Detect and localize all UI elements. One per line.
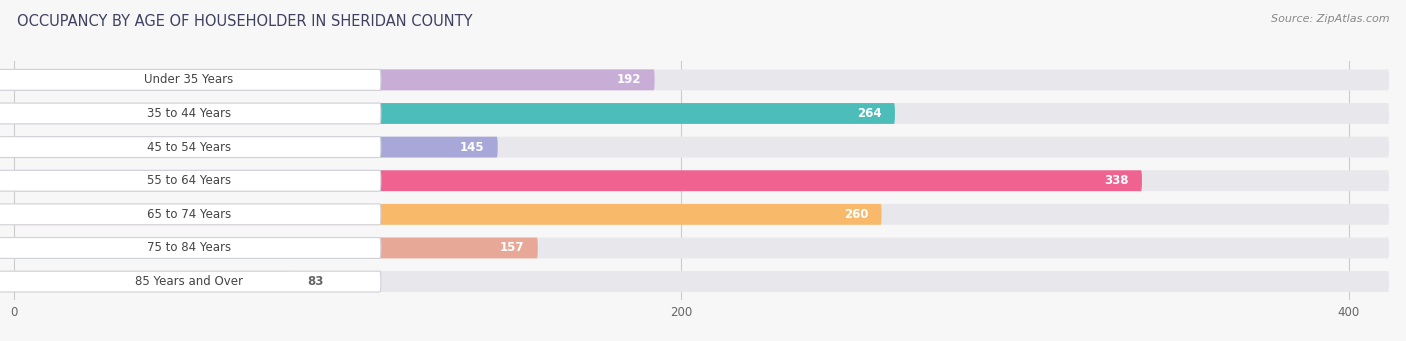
FancyBboxPatch shape <box>14 103 896 124</box>
FancyBboxPatch shape <box>14 271 291 292</box>
FancyBboxPatch shape <box>14 70 655 90</box>
FancyBboxPatch shape <box>0 70 381 90</box>
Text: Source: ZipAtlas.com: Source: ZipAtlas.com <box>1271 14 1389 24</box>
FancyBboxPatch shape <box>0 271 1389 292</box>
FancyBboxPatch shape <box>0 170 1389 191</box>
FancyBboxPatch shape <box>0 137 1389 158</box>
Text: 338: 338 <box>1104 174 1129 187</box>
Text: 260: 260 <box>844 208 869 221</box>
FancyBboxPatch shape <box>0 103 381 124</box>
FancyBboxPatch shape <box>14 238 537 258</box>
Text: OCCUPANCY BY AGE OF HOUSEHOLDER IN SHERIDAN COUNTY: OCCUPANCY BY AGE OF HOUSEHOLDER IN SHERI… <box>17 14 472 29</box>
FancyBboxPatch shape <box>0 170 381 191</box>
Text: 264: 264 <box>858 107 882 120</box>
Text: 45 to 54 Years: 45 to 54 Years <box>146 140 231 153</box>
FancyBboxPatch shape <box>0 271 381 292</box>
Text: 83: 83 <box>308 275 323 288</box>
Text: Under 35 Years: Under 35 Years <box>145 73 233 86</box>
FancyBboxPatch shape <box>0 238 1389 258</box>
Text: 145: 145 <box>460 140 484 153</box>
FancyBboxPatch shape <box>0 204 1389 225</box>
Text: 65 to 74 Years: 65 to 74 Years <box>146 208 231 221</box>
FancyBboxPatch shape <box>14 137 498 158</box>
Text: 85 Years and Over: 85 Years and Over <box>135 275 243 288</box>
Text: 192: 192 <box>617 73 641 86</box>
FancyBboxPatch shape <box>0 103 1389 124</box>
FancyBboxPatch shape <box>14 204 882 225</box>
FancyBboxPatch shape <box>14 170 1142 191</box>
Text: 157: 157 <box>501 241 524 254</box>
FancyBboxPatch shape <box>0 238 381 258</box>
FancyBboxPatch shape <box>0 204 381 225</box>
Text: 75 to 84 Years: 75 to 84 Years <box>146 241 231 254</box>
FancyBboxPatch shape <box>0 70 1389 90</box>
Text: 55 to 64 Years: 55 to 64 Years <box>146 174 231 187</box>
FancyBboxPatch shape <box>0 137 381 158</box>
Text: 35 to 44 Years: 35 to 44 Years <box>146 107 231 120</box>
